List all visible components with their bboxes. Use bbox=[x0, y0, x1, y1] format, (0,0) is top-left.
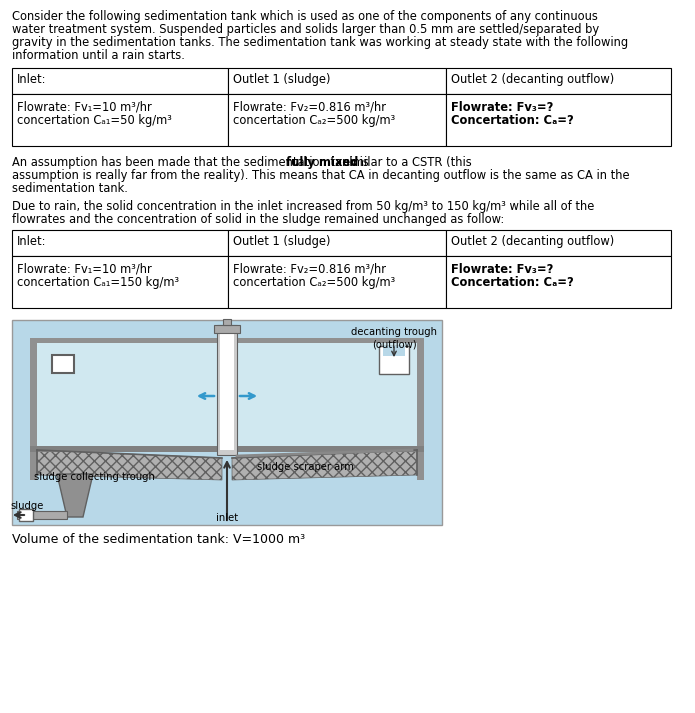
Bar bbox=[12, 320, 442, 525]
Text: Concertation: Cₐ=?: Concertation: Cₐ=? bbox=[451, 276, 574, 289]
Bar bbox=[228, 256, 446, 308]
Text: Outlet 2 (decanting outflow): Outlet 2 (decanting outflow) bbox=[451, 235, 614, 248]
Bar bbox=[228, 68, 446, 94]
Bar bbox=[446, 230, 671, 256]
Text: Flowrate: Fv₂=0.816 m³/hr: Flowrate: Fv₂=0.816 m³/hr bbox=[233, 101, 386, 114]
Bar bbox=[228, 230, 446, 256]
Bar bbox=[223, 319, 231, 325]
Bar bbox=[12, 256, 228, 308]
Text: Flowrate: Fv₂=0.816 m³/hr: Flowrate: Fv₂=0.816 m³/hr bbox=[233, 263, 386, 276]
Bar bbox=[379, 346, 409, 374]
Text: Flowrate: Fv₁=10 m³/hr: Flowrate: Fv₁=10 m³/hr bbox=[17, 101, 152, 114]
Text: concertation Cₐ₁=50 kg/m³: concertation Cₐ₁=50 kg/m³ bbox=[17, 114, 172, 127]
Bar bbox=[446, 68, 671, 94]
Bar bbox=[446, 256, 671, 308]
Text: sludge collecting trough: sludge collecting trough bbox=[34, 472, 155, 482]
Polygon shape bbox=[232, 450, 417, 480]
Bar bbox=[19, 509, 33, 521]
Text: decanting trough
(outflow): decanting trough (outflow) bbox=[351, 327, 437, 349]
Text: inlet: inlet bbox=[216, 513, 238, 523]
Bar bbox=[383, 346, 405, 356]
Bar bbox=[37, 343, 417, 450]
Bar bbox=[417, 338, 424, 480]
Text: An assumption has been made that the sedimentation tank is: An assumption has been made that the sed… bbox=[12, 156, 373, 169]
Text: water treatment system. Suspended particles and solids larger than 0.5 mm are se: water treatment system. Suspended partic… bbox=[12, 23, 599, 36]
Polygon shape bbox=[57, 474, 93, 517]
Text: assumption is really far from the reality). This means that CA in decanting outf: assumption is really far from the realit… bbox=[12, 169, 630, 182]
Bar bbox=[12, 94, 228, 146]
Text: Flowrate: Fv₃=?: Flowrate: Fv₃=? bbox=[451, 263, 553, 276]
Bar bbox=[217, 325, 237, 455]
Text: sludge scraper arm: sludge scraper arm bbox=[257, 462, 354, 472]
Bar bbox=[220, 330, 234, 450]
Text: concertation Cₐ₁=150 kg/m³: concertation Cₐ₁=150 kg/m³ bbox=[17, 276, 179, 289]
Text: Consider the following sedimentation tank which is used as one of the components: Consider the following sedimentation tan… bbox=[12, 10, 598, 23]
Text: sedimentation tank.: sedimentation tank. bbox=[12, 182, 128, 195]
Bar bbox=[228, 94, 446, 146]
Text: Inlet:: Inlet: bbox=[17, 73, 47, 86]
Text: sludge: sludge bbox=[10, 501, 43, 511]
Text: Volume of the sedimentation tank: V=1000 m³: Volume of the sedimentation tank: V=1000… bbox=[12, 533, 305, 546]
Bar bbox=[30, 338, 37, 480]
Bar bbox=[446, 94, 671, 146]
Bar bbox=[52, 355, 74, 373]
Text: Concertation: Cₐ=?: Concertation: Cₐ=? bbox=[451, 114, 574, 127]
Polygon shape bbox=[37, 450, 222, 480]
Bar bbox=[17, 511, 67, 519]
Text: fully mixed: fully mixed bbox=[286, 156, 359, 169]
Text: information until a rain starts.: information until a rain starts. bbox=[12, 49, 185, 62]
Text: concertation Cₐ₂=500 kg/m³: concertation Cₐ₂=500 kg/m³ bbox=[233, 114, 395, 127]
Bar bbox=[12, 230, 228, 256]
Bar bbox=[30, 446, 424, 452]
Text: Flowrate: Fv₃=?: Flowrate: Fv₃=? bbox=[451, 101, 553, 114]
Text: Outlet 1 (sludge): Outlet 1 (sludge) bbox=[233, 235, 331, 248]
Bar bbox=[30, 338, 424, 343]
Text: similar to a CSTR (this: similar to a CSTR (this bbox=[340, 156, 471, 169]
Text: Due to rain, the solid concentration in the inlet increased from 50 kg/m³ to 150: Due to rain, the solid concentration in … bbox=[12, 200, 594, 213]
Text: Outlet 2 (decanting outflow): Outlet 2 (decanting outflow) bbox=[451, 73, 614, 86]
Text: flowrates and the concentration of solid in the sludge remained unchanged as fol: flowrates and the concentration of solid… bbox=[12, 213, 505, 226]
Text: Flowrate: Fv₁=10 m³/hr: Flowrate: Fv₁=10 m³/hr bbox=[17, 263, 152, 276]
Text: concertation Cₐ₂=500 kg/m³: concertation Cₐ₂=500 kg/m³ bbox=[233, 276, 395, 289]
Bar bbox=[214, 325, 240, 333]
Bar bbox=[12, 68, 228, 94]
Text: Inlet:: Inlet: bbox=[17, 235, 47, 248]
Text: Outlet 1 (sludge): Outlet 1 (sludge) bbox=[233, 73, 331, 86]
Text: gravity in the sedimentation tanks. The sedimentation tank was working at steady: gravity in the sedimentation tanks. The … bbox=[12, 36, 628, 49]
